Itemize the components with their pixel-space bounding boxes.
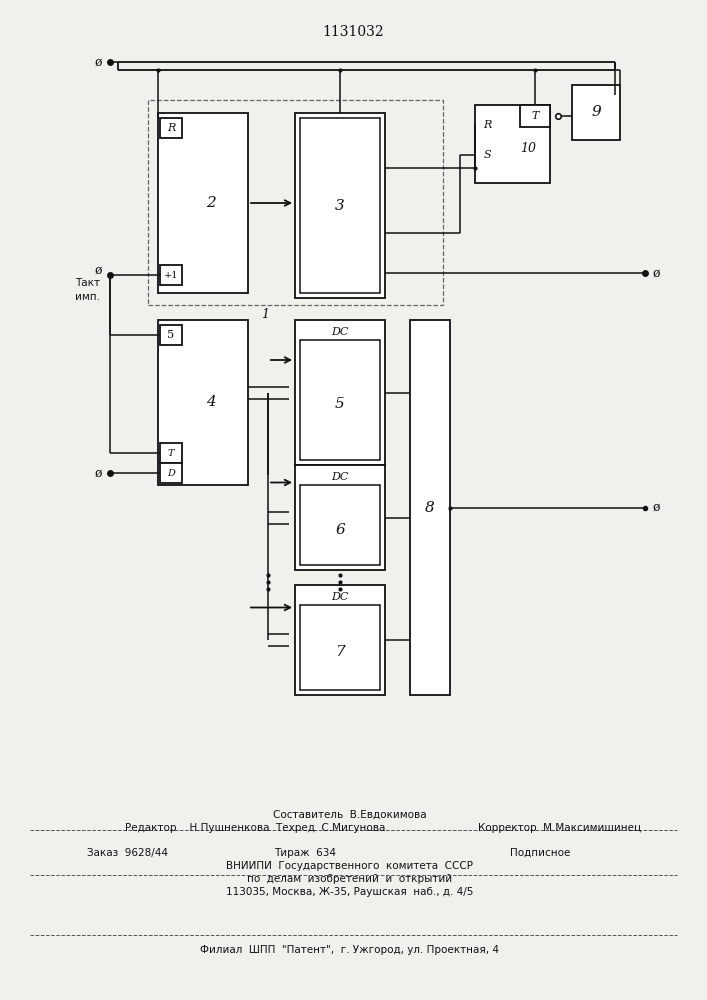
- Text: ø: ø: [95, 263, 102, 276]
- Text: ø: ø: [95, 55, 102, 68]
- Bar: [475, 105, 550, 183]
- Text: 113035, Москва, Ж-35, Раушская  наб., д. 4/5: 113035, Москва, Ж-35, Раушская наб., д. …: [226, 887, 474, 897]
- Bar: [160, 463, 182, 483]
- Text: DC: DC: [332, 592, 349, 602]
- Bar: [158, 113, 248, 293]
- Bar: [520, 105, 550, 127]
- Text: R: R: [483, 120, 491, 130]
- Text: 5: 5: [168, 330, 175, 340]
- Text: Заказ  9628/44: Заказ 9628/44: [87, 848, 168, 858]
- Bar: [300, 485, 380, 565]
- Text: Корректор  М.Максимишинец: Корректор М.Максимишинец: [479, 823, 641, 833]
- Text: 1: 1: [262, 308, 269, 322]
- Text: ВНИИПИ  Государственного  комитета  СССР: ВНИИПИ Государственного комитета СССР: [226, 861, 474, 871]
- Text: +1: +1: [164, 270, 178, 279]
- Text: 5: 5: [335, 397, 345, 412]
- Text: Тираж  634: Тираж 634: [274, 848, 336, 858]
- Bar: [160, 265, 182, 285]
- Text: 8: 8: [425, 500, 435, 514]
- Bar: [295, 113, 385, 298]
- Text: 1131032: 1131032: [322, 25, 384, 39]
- Text: Филиал  ШПП  "Патент",  г. Ужгород, ул. Проектная, 4: Филиал ШПП "Патент", г. Ужгород, ул. Про…: [201, 945, 500, 955]
- Text: DC: DC: [332, 472, 349, 482]
- Text: ø: ø: [653, 266, 660, 279]
- Text: имп.: имп.: [75, 292, 100, 302]
- Text: 2: 2: [206, 196, 216, 210]
- Text: по  делам  изобретений  и  открытий: по делам изобретений и открытий: [247, 874, 452, 884]
- Text: T: T: [168, 448, 174, 458]
- Text: Такт: Такт: [75, 278, 100, 288]
- Text: R: R: [167, 123, 175, 133]
- Bar: [572, 85, 620, 140]
- Bar: [160, 443, 182, 463]
- Text: 6: 6: [335, 522, 345, 536]
- Bar: [300, 605, 380, 690]
- Bar: [295, 320, 385, 465]
- Bar: [160, 325, 182, 345]
- Text: T: T: [532, 111, 539, 121]
- Text: Редактор    Н.Пушненкова  Техред  С.Мигунова: Редактор Н.Пушненкова Техред С.Мигунова: [125, 823, 385, 833]
- Text: 9: 9: [591, 105, 601, 119]
- Text: 3: 3: [335, 198, 345, 213]
- Bar: [158, 320, 248, 485]
- Bar: [160, 118, 182, 138]
- Bar: [148, 100, 443, 305]
- Bar: [410, 320, 450, 695]
- Bar: [300, 340, 380, 460]
- Text: ø: ø: [653, 501, 660, 514]
- Bar: [295, 465, 385, 570]
- Text: D: D: [167, 468, 175, 478]
- Text: ø: ø: [95, 466, 102, 480]
- Text: S: S: [483, 150, 491, 160]
- Text: 4: 4: [206, 395, 216, 410]
- Bar: [295, 585, 385, 695]
- Text: 10: 10: [520, 142, 536, 155]
- Text: 7: 7: [335, 645, 345, 659]
- Bar: [300, 118, 380, 293]
- Text: DC: DC: [332, 327, 349, 337]
- Text: Подписное: Подписное: [510, 848, 570, 858]
- Text: Составитель  В.Евдокимова: Составитель В.Евдокимова: [273, 810, 427, 820]
